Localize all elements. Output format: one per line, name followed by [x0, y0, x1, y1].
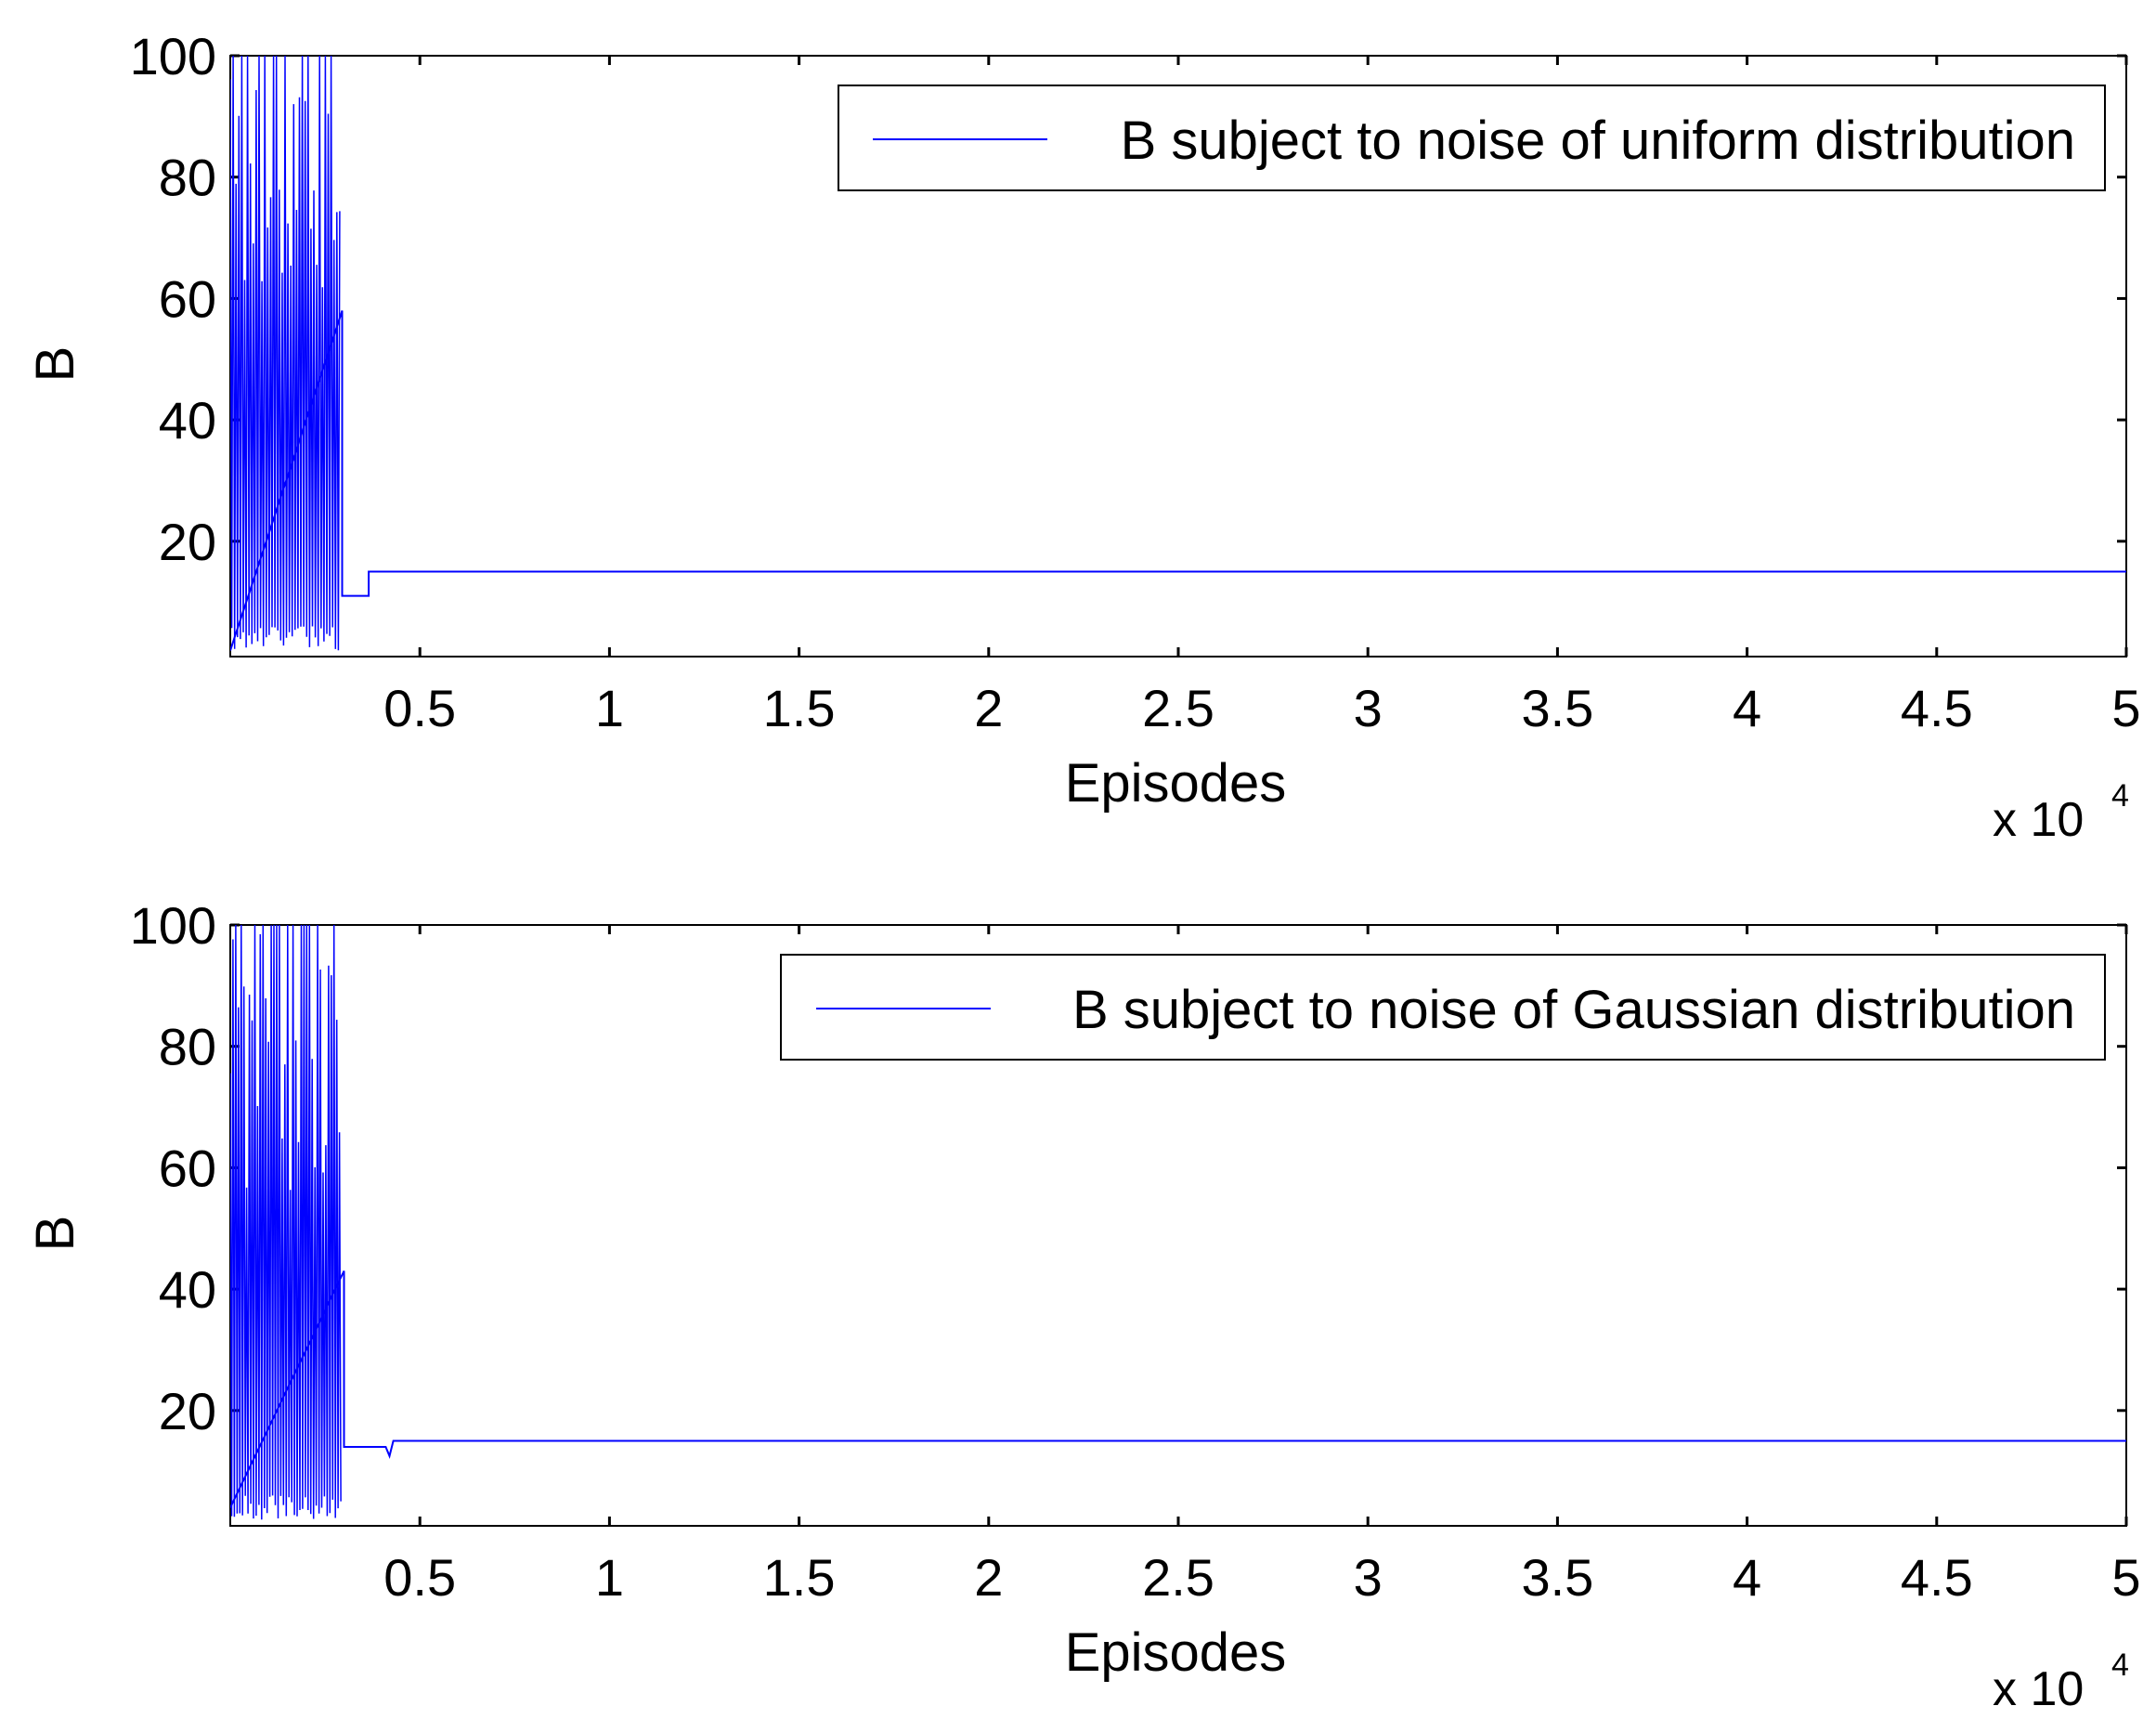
x-tick-label: 3 [1354, 679, 1383, 737]
x-multiplier-exponent: 4 [2111, 1647, 2129, 1683]
x-tick-label: 3.5 [1521, 1548, 1593, 1607]
x-axis-label: Episodes [1065, 753, 1287, 814]
x-multiplier-base: x 10 [1993, 793, 2084, 847]
x-tick-label: 1 [595, 1548, 624, 1607]
subplot-uniform: 0.5 1 1.5 2 2.5 3 3.5 4 4.5 5 20 40 60 80 100 B subje… [25, 27, 2141, 847]
x-tick-label: 5 [2111, 1548, 2140, 1607]
x-tick-label: 1.5 [763, 1548, 836, 1607]
x-tick-label: 1 [595, 679, 624, 737]
x-tick-label: 4 [1733, 1548, 1761, 1607]
series-line [230, 1270, 2126, 1508]
y-ticks: 20 40 60 80 100 [130, 896, 2126, 1440]
x-tick-label: 3.5 [1521, 679, 1593, 737]
series-layer [230, 925, 2126, 1520]
y-tick-label: 20 [159, 1382, 216, 1440]
x-tick-label: 5 [2111, 679, 2140, 737]
y-tick-label: 40 [159, 391, 216, 449]
x-ticks: 0.5 1 1.5 2 2.5 3 3.5 4 4.5 5 [383, 56, 2141, 737]
x-multiplier-exponent: 4 [2111, 778, 2129, 814]
x-multiplier: x 10 4 [1993, 1647, 2129, 1716]
y-tick-label: 20 [159, 513, 216, 571]
y-tick-label: 80 [159, 1018, 216, 1076]
y-tick-label: 100 [130, 896, 216, 955]
x-tick-label: 2.5 [1142, 1548, 1214, 1607]
y-tick-label: 80 [159, 149, 216, 207]
y-tick-label: 100 [130, 27, 216, 85]
subplot-gaussian: 0.5 1 1.5 2 2.5 3 3.5 4 4.5 5 20 40 60 80 100 B subje… [25, 896, 2141, 1716]
legend-box [780, 954, 2106, 1061]
y-ticks: 20 40 60 80 100 [130, 27, 2126, 571]
series-line [230, 310, 2126, 651]
legend-box [838, 85, 2106, 191]
series-layer [230, 56, 2126, 651]
x-ticks: 0.5 1 1.5 2 2.5 3 3.5 4 4.5 5 [383, 925, 2141, 1607]
x-tick-label: 3 [1354, 1548, 1383, 1607]
series-line-noise [230, 925, 342, 1520]
legend: B subject to noise of uniform distributi… [838, 85, 2106, 191]
x-multiplier-base: x 10 [1993, 1662, 2084, 1716]
x-tick-label: 4 [1733, 679, 1761, 737]
x-multiplier: x 10 4 [1993, 778, 2129, 847]
legend-label: B subject to noise of Gaussian distribut… [1072, 980, 2075, 1040]
y-tick-label: 40 [159, 1260, 216, 1319]
x-tick-label: 2 [974, 679, 1003, 737]
x-tick-label: 4.5 [1901, 1548, 1973, 1607]
x-tick-label: 2.5 [1142, 679, 1214, 737]
y-tick-label: 60 [159, 1139, 216, 1197]
x-tick-label: 1.5 [763, 679, 836, 737]
legend-label: B subject to noise of uniform distributi… [1121, 111, 2075, 171]
x-tick-label: 2 [974, 1548, 1003, 1607]
series-line-noise [230, 56, 341, 651]
x-tick-label: 4.5 [1901, 679, 1973, 737]
x-tick-label: 0.5 [383, 679, 456, 737]
x-axis-label: Episodes [1065, 1622, 1287, 1683]
x-tick-label: 0.5 [383, 1548, 456, 1607]
y-tick-label: 60 [159, 269, 216, 328]
legend: B subject to noise of Gaussian distribut… [780, 954, 2106, 1061]
y-axis-label: B [25, 1216, 85, 1252]
y-axis-label: B [25, 346, 85, 383]
